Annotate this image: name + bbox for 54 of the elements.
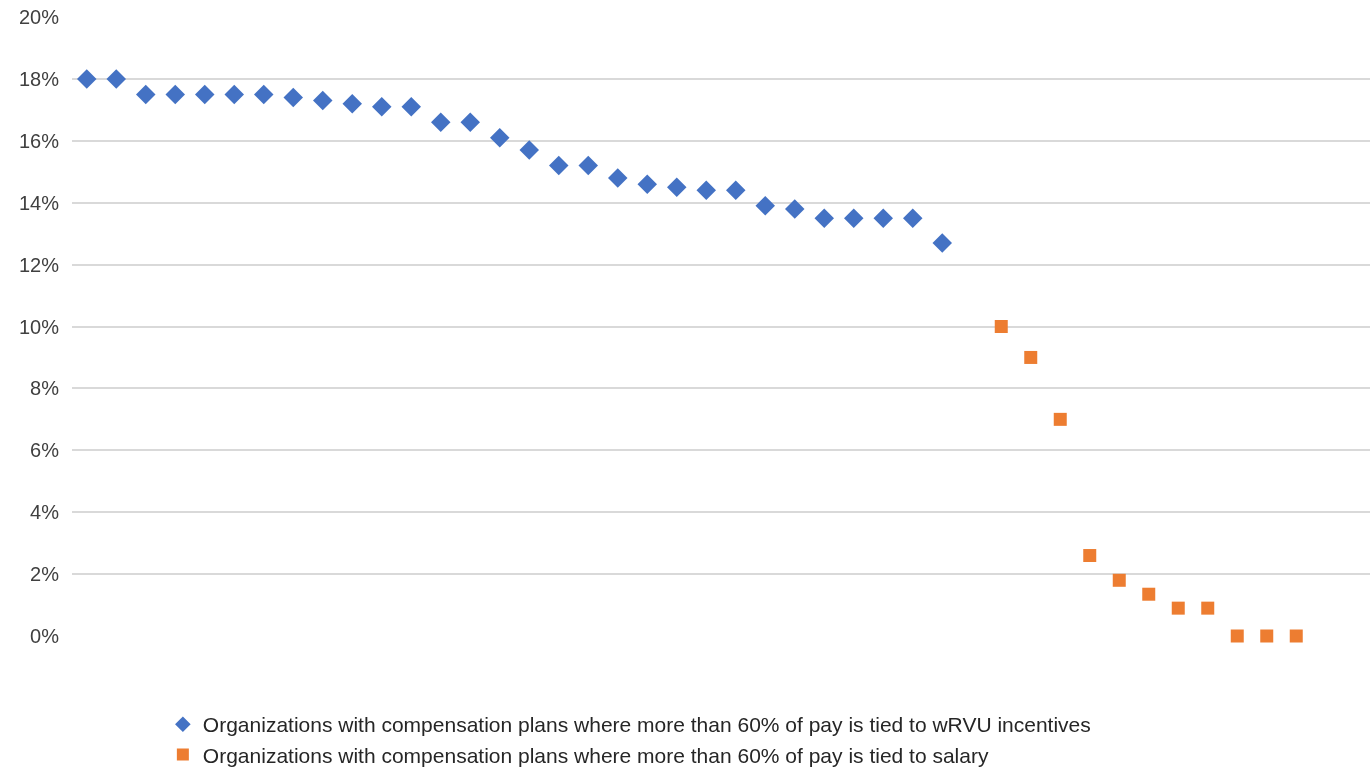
point — [1260, 629, 1274, 643]
point — [755, 196, 775, 216]
point — [1289, 629, 1303, 643]
y-tick-label: 14% — [18, 191, 60, 214]
point — [165, 84, 185, 105]
point — [726, 180, 746, 201]
y-tick-label: 20% — [18, 6, 60, 28]
point — [785, 199, 805, 219]
point — [578, 155, 598, 176]
y-tick-label: 10% — [18, 315, 60, 338]
y-tick-label: 4% — [30, 501, 60, 524]
point — [994, 320, 1008, 333]
point — [844, 208, 864, 228]
point — [106, 69, 126, 89]
legend-label: Organizations with compensation plans where more than 60% of pay is tied to wRVU incentives — [202, 713, 1091, 737]
y-tick-label: 8% — [30, 377, 60, 400]
point — [1201, 601, 1215, 615]
point — [667, 177, 687, 197]
point — [549, 155, 569, 176]
y-tick-label: 18% — [18, 67, 60, 90]
point — [313, 90, 333, 111]
point — [1112, 573, 1126, 587]
point — [696, 180, 716, 201]
point — [873, 208, 893, 228]
point — [254, 84, 274, 105]
point — [637, 174, 657, 194]
point — [195, 84, 215, 105]
point — [224, 84, 244, 105]
point — [283, 87, 303, 108]
point — [932, 233, 952, 253]
point — [136, 84, 156, 105]
point — [814, 208, 834, 228]
point — [372, 97, 392, 117]
point — [77, 69, 97, 89]
y-tick-label: 6% — [30, 439, 60, 462]
point — [519, 140, 539, 160]
y-tick-label: 2% — [30, 563, 60, 586]
point — [1024, 350, 1038, 364]
y-tick-label: 0% — [30, 625, 60, 647]
point — [1083, 549, 1097, 563]
point — [1053, 412, 1067, 426]
point — [1230, 629, 1244, 643]
point — [401, 97, 421, 117]
legend-label: Organizations with compensation plans where more than 60% of pay is tied to salary — [202, 743, 989, 767]
point — [490, 127, 510, 148]
point — [342, 93, 362, 114]
point — [460, 112, 480, 132]
point — [431, 112, 451, 132]
point — [1171, 601, 1185, 615]
point — [608, 168, 628, 188]
point — [1142, 587, 1156, 601]
y-tick-label: 16% — [18, 129, 60, 152]
point — [903, 208, 923, 228]
y-tick-label: 12% — [18, 253, 60, 276]
